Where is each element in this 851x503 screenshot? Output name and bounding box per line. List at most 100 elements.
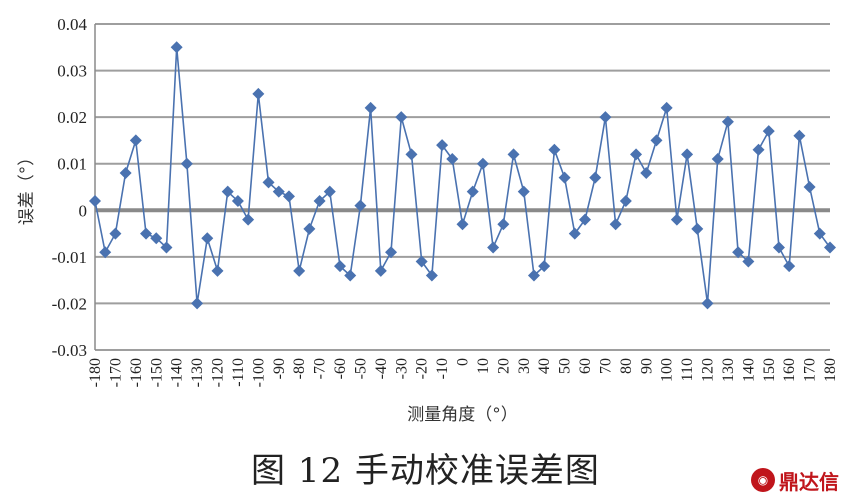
data-point [568, 227, 581, 240]
data-point [395, 111, 408, 124]
x-tick-label: 40 [536, 358, 553, 374]
data-point [538, 260, 551, 273]
data-point [150, 232, 163, 245]
data-point [170, 41, 183, 54]
data-point [303, 222, 316, 235]
x-tick-label: -10 [434, 358, 451, 379]
data-point [354, 199, 367, 212]
x-tick-label: 0 [455, 358, 472, 366]
x-tick-label: -180 [87, 358, 104, 387]
data-point [242, 213, 255, 226]
x-tick-label: -40 [373, 358, 390, 379]
data-point [742, 255, 755, 268]
data-point [140, 227, 153, 240]
data-point [252, 87, 265, 100]
x-axis-label: 测量角度（°） [407, 405, 518, 425]
data-point [660, 101, 673, 114]
x-tick-label: -90 [271, 358, 288, 379]
data-point [180, 157, 193, 170]
data-point [446, 153, 459, 166]
data-point [323, 185, 336, 198]
brand-logo: ◉ 鼎达信 [751, 464, 839, 496]
data-point [772, 241, 785, 254]
x-tick-label: -150 [148, 358, 165, 387]
data-point [466, 185, 479, 198]
data-point [221, 185, 234, 198]
data-point [109, 227, 122, 240]
x-tick-label: -30 [393, 358, 410, 379]
error-series [89, 41, 836, 310]
data-point [313, 194, 326, 207]
data-point [374, 264, 387, 277]
data-point [425, 269, 438, 282]
x-tick-label: -70 [312, 358, 329, 379]
x-tick-label: 30 [516, 358, 533, 374]
x-tick-label: -140 [169, 358, 186, 387]
x-tick-label: -100 [250, 358, 267, 387]
y-tick-labels: 0.04 0.03 0.02 0.01 0 -0.01 -0.02 -0.03 [52, 15, 88, 360]
data-point [721, 115, 734, 128]
x-tick-label: 130 [720, 358, 737, 382]
y-tick-label: -0.01 [52, 248, 87, 267]
data-point [119, 167, 132, 180]
data-point [405, 148, 418, 161]
x-tick-label: 160 [781, 358, 798, 382]
data-point [129, 134, 142, 147]
y-tick-label: 0.01 [57, 155, 87, 174]
data-point [211, 264, 224, 277]
data-point [701, 297, 714, 310]
x-tick-label: 60 [577, 358, 594, 374]
data-point [262, 176, 275, 189]
data-point [691, 222, 704, 235]
data-point [640, 167, 653, 180]
data-point [507, 148, 520, 161]
data-point [436, 139, 449, 152]
data-point [762, 125, 775, 138]
x-tick-label: -160 [128, 358, 145, 387]
data-point [344, 269, 357, 282]
x-tick-label: -170 [107, 358, 124, 387]
x-tick-label: 100 [659, 358, 676, 382]
data-point [650, 134, 663, 147]
x-tick-labels: -180 -170 -160 -150 -140 -130 -120 -110 -100 -90-… [87, 358, 839, 387]
data-point [476, 157, 489, 170]
data-point [609, 218, 622, 231]
data-point [89, 194, 101, 207]
data-point [456, 218, 469, 231]
x-tick-label: -20 [414, 358, 431, 379]
y-tick-label: -0.03 [52, 341, 87, 360]
x-tick-label: 150 [761, 358, 778, 382]
data-point [681, 148, 694, 161]
data-point [803, 181, 816, 193]
x-tick-label: 20 [495, 358, 512, 374]
data-point [231, 194, 244, 207]
y-axis-label: 误差（°） [17, 149, 37, 226]
y-tick-label: 0.03 [57, 62, 87, 81]
data-point [282, 190, 295, 203]
data-point [783, 260, 796, 273]
data-point [793, 129, 806, 142]
x-tick-label: -120 [210, 358, 227, 387]
y-tick-label: 0.02 [57, 108, 87, 127]
x-tick-label: 90 [638, 358, 655, 374]
x-tick-label: 110 [679, 358, 696, 381]
error-line-chart: 0.04 0.03 0.02 0.01 0 -0.01 -0.02 -0.03 -180 -17… [17, 15, 839, 425]
x-tick-label: 80 [618, 358, 635, 374]
data-point [732, 246, 745, 259]
x-tick-label: -60 [332, 358, 349, 379]
logo-text: 鼎达信 [779, 469, 839, 494]
data-point [415, 255, 428, 268]
data-point [558, 171, 571, 184]
x-tick-label: 140 [740, 358, 757, 382]
y-tick-label: -0.02 [52, 294, 87, 313]
data-point [711, 153, 724, 166]
x-tick-label: -110 [230, 358, 247, 387]
data-point [293, 264, 306, 277]
data-point [201, 232, 214, 245]
data-point [548, 143, 561, 156]
data-point [160, 241, 173, 254]
y-tick-label: 0 [79, 201, 88, 220]
data-point [527, 269, 540, 282]
y-tick-label: 0.04 [57, 15, 87, 34]
data-point [752, 143, 765, 156]
